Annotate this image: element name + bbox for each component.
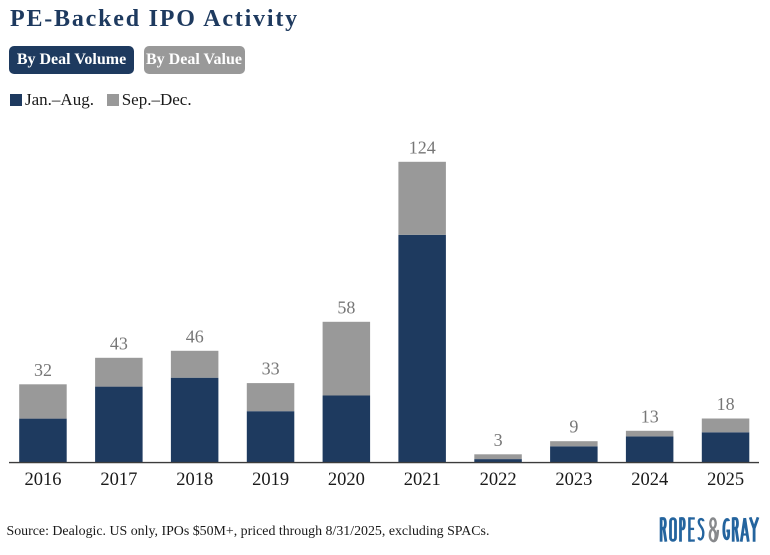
svg-text:2021: 2021 bbox=[404, 470, 441, 490]
svg-text:2025: 2025 bbox=[707, 470, 744, 490]
svg-text:43: 43 bbox=[110, 333, 128, 353]
svg-text:2023: 2023 bbox=[555, 470, 592, 490]
svg-text:13: 13 bbox=[641, 406, 659, 426]
svg-text:33: 33 bbox=[262, 359, 280, 379]
svg-text:2022: 2022 bbox=[480, 470, 517, 490]
svg-text:2017: 2017 bbox=[100, 470, 137, 490]
svg-text:18: 18 bbox=[717, 394, 735, 414]
svg-text:3: 3 bbox=[494, 430, 503, 450]
svg-text:58: 58 bbox=[337, 297, 355, 317]
svg-text:46: 46 bbox=[186, 326, 204, 346]
svg-text:2020: 2020 bbox=[328, 470, 365, 490]
svg-text:2018: 2018 bbox=[176, 470, 213, 490]
svg-text:124: 124 bbox=[409, 137, 436, 157]
svg-text:9: 9 bbox=[569, 417, 578, 437]
svg-text:2024: 2024 bbox=[631, 470, 668, 490]
svg-text:32: 32 bbox=[34, 360, 52, 380]
svg-text:2019: 2019 bbox=[252, 470, 289, 490]
svg-text:2016: 2016 bbox=[25, 470, 62, 490]
